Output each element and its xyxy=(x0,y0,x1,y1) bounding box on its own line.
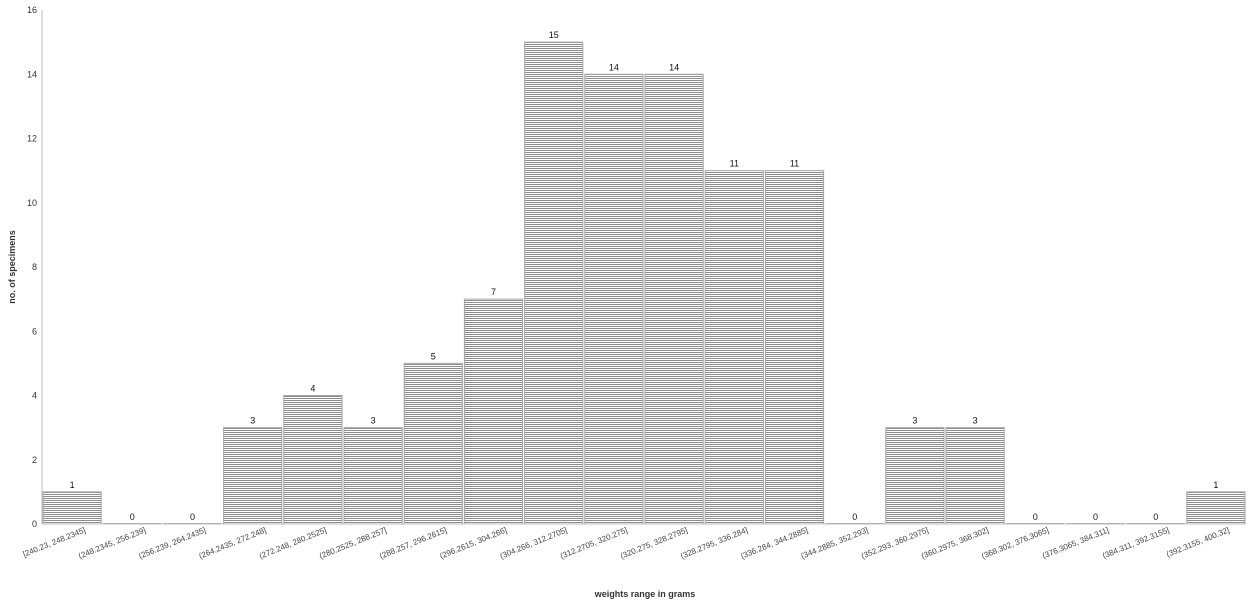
x-tick-label: (256.239, 264.2435] xyxy=(137,526,207,561)
x-tick-label: (392.3155, 400.32] xyxy=(1165,526,1231,560)
bar xyxy=(584,73,644,525)
y-tick-label: 16 xyxy=(27,5,37,15)
y-axis: 0 2 4 6 8 10 12 14 16 xyxy=(27,5,43,529)
bar xyxy=(524,41,584,525)
x-tick-label: (264.2435, 272.248] xyxy=(198,526,268,561)
bar xyxy=(403,362,463,525)
bar xyxy=(283,395,343,525)
data-label: 3 xyxy=(250,416,255,426)
x-tick-label: (248.2345, 256.239] xyxy=(77,526,147,561)
y-tick-label: 0 xyxy=(32,519,37,529)
y-tick-label: 4 xyxy=(32,391,37,401)
x-tick-label: (288.257, 296.2615] xyxy=(378,526,448,561)
data-label: 11 xyxy=(730,159,739,169)
x-tick-label: (328.2795, 336.284] xyxy=(679,526,749,561)
data-label: 7 xyxy=(491,287,496,297)
x-tick-label: (344.2885, 352.293] xyxy=(800,526,870,561)
x-tick-label: (376.3065, 384.311] xyxy=(1041,526,1110,561)
x-tick-label: (296.2615, 304.266] xyxy=(438,526,508,561)
data-label: 0 xyxy=(1033,512,1038,522)
y-tick-label: 2 xyxy=(32,455,37,465)
data-label: 0 xyxy=(130,512,135,522)
data-label: 0 xyxy=(1153,512,1158,522)
data-label: 3 xyxy=(371,416,376,426)
data-label: 4 xyxy=(310,384,315,394)
bar xyxy=(945,427,1005,525)
y-axis-title: no. of specimens xyxy=(7,230,17,304)
x-tick-label: (312.2705, 320.275] xyxy=(559,526,629,561)
data-label: 0 xyxy=(190,512,195,522)
y-tick-label: 8 xyxy=(32,262,37,272)
data-label: 11 xyxy=(790,159,799,169)
data-label: 1 xyxy=(1213,480,1218,490)
x-tick-label: (368.302, 376.3065] xyxy=(980,526,1050,561)
data-label: 3 xyxy=(912,416,917,426)
x-tick-label: (280.2525, 288.257] xyxy=(318,526,388,561)
bar xyxy=(1186,491,1246,525)
bar xyxy=(42,491,102,525)
y-tick-label: 14 xyxy=(27,69,37,79)
bar xyxy=(223,427,283,525)
y-tick-label: 10 xyxy=(27,198,37,208)
x-tick-label: (304.266, 312.2705] xyxy=(499,526,569,561)
bars: 1 0 0 3 4 3 5 7 15 14 14 11 11 0 3 3 0 0 0 1 xyxy=(42,30,1246,525)
bar xyxy=(885,427,945,525)
data-label: 0 xyxy=(1093,512,1098,522)
bar xyxy=(764,170,825,525)
x-tick-label: (320.275, 328.2795] xyxy=(619,526,689,561)
bar xyxy=(343,427,403,525)
data-label: 5 xyxy=(431,351,436,361)
data-label: 3 xyxy=(973,416,978,426)
data-label: 14 xyxy=(669,62,679,72)
bar xyxy=(704,170,764,525)
x-tick-label: (360.2975, 368.302] xyxy=(920,526,990,561)
data-label: 15 xyxy=(549,30,559,40)
x-tick-label: (384.311, 392.3155] xyxy=(1101,526,1170,561)
x-axis: [240.23, 248.2345](248.2345, 256.239](25… xyxy=(22,523,1246,561)
x-tick-label: (352.293, 360.2975] xyxy=(860,526,930,561)
x-axis-title: weights range in grams xyxy=(594,589,696,599)
y-tick-label: 12 xyxy=(27,134,37,144)
x-tick-label: (272.248, 280.2525] xyxy=(258,526,328,561)
y-tick-label: 6 xyxy=(32,326,37,336)
x-tick-label: (336.284, 344.2885] xyxy=(739,526,809,561)
data-label: 14 xyxy=(609,62,619,72)
bar xyxy=(463,298,524,525)
data-label: 1 xyxy=(70,480,75,490)
data-label: 0 xyxy=(852,512,857,522)
bar xyxy=(644,73,704,525)
